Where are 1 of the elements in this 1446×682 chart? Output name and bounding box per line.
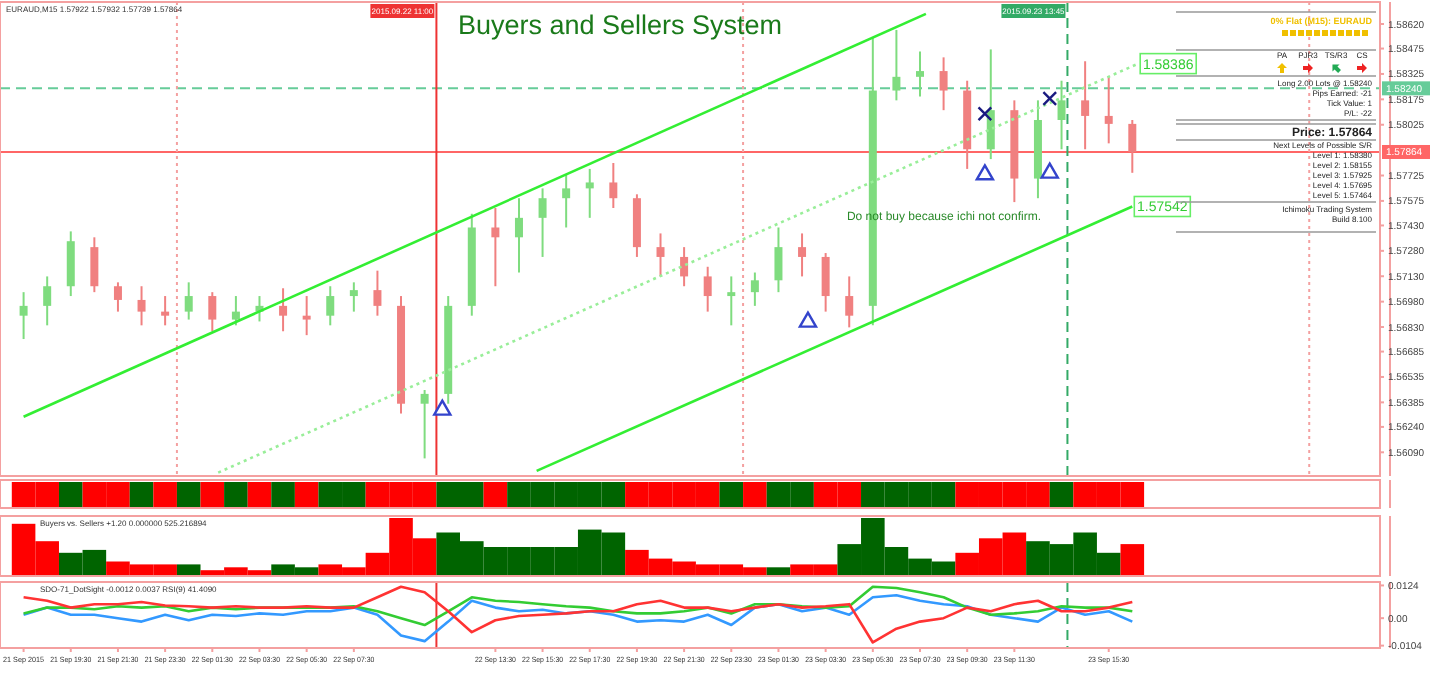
chart-title: Buyers and Sellers System (457, 10, 783, 40)
